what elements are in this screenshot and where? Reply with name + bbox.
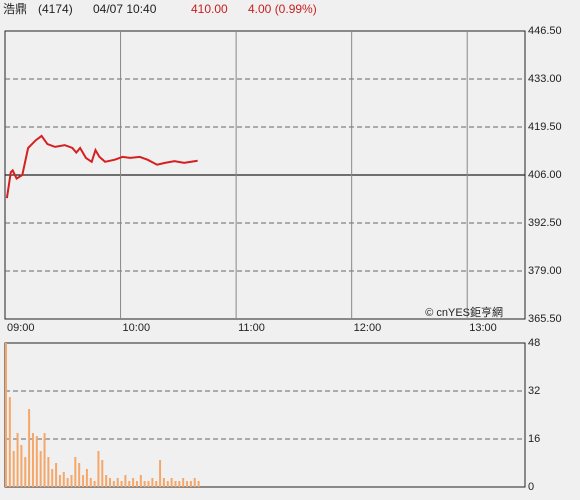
volume-bar <box>28 409 31 487</box>
stock-name: 浩鼎 <box>3 2 27 16</box>
volume-bar <box>78 463 81 487</box>
volume-bar <box>82 475 85 487</box>
volume-bar <box>182 478 185 487</box>
volume-bar <box>47 457 50 487</box>
volume-bar <box>147 481 150 487</box>
volume-bar <box>120 481 123 487</box>
change: 4.00 (0.99%) <box>248 2 317 16</box>
volume-bar <box>112 481 115 487</box>
volume-bar <box>151 478 154 487</box>
volume-bar <box>155 481 158 487</box>
y-tick-label: 0 <box>528 481 534 493</box>
volume-bar <box>174 481 177 487</box>
watermark: © cnYES鉅亨網 <box>425 305 503 319</box>
volume-bar <box>70 475 73 487</box>
volume-bar <box>31 433 34 487</box>
y-tick-label: 365.50 <box>528 313 562 325</box>
volume-bar <box>116 478 119 487</box>
volume-bar <box>139 475 142 487</box>
volume-bar <box>24 457 27 487</box>
volume-bar <box>101 460 104 487</box>
volume-bar <box>5 343 7 487</box>
volume-bar <box>51 469 54 487</box>
volume-bar <box>159 460 162 487</box>
y-tick-label: 32 <box>528 385 540 397</box>
volume-bar <box>132 478 135 487</box>
volume-bar <box>135 481 138 487</box>
volume-bar <box>105 475 108 487</box>
y-tick-label: 48 <box>528 337 540 349</box>
volume-bar <box>186 481 189 487</box>
y-tick-label: 419.50 <box>528 121 562 133</box>
volume-bar <box>170 478 173 487</box>
stock-code: (4174) <box>38 2 73 16</box>
x-tick-label: 10:00 <box>123 322 151 334</box>
y-tick-label: 433.00 <box>528 73 562 85</box>
plot-area <box>4 342 526 488</box>
y-tick-label: 16 <box>528 433 540 445</box>
y-tick-label: 379.00 <box>528 265 562 277</box>
volume-bar <box>66 478 69 487</box>
volume-bar <box>143 481 146 487</box>
volume-bar <box>74 457 77 487</box>
x-tick-label: 13:00 <box>469 322 497 334</box>
price-line <box>5 134 198 199</box>
volume-bar <box>124 475 127 487</box>
volume-bar <box>178 481 181 487</box>
volume-bar <box>166 481 169 487</box>
volume-bar <box>89 478 92 487</box>
x-tick-label: 11:00 <box>238 322 265 334</box>
x-tick-label: 12:00 <box>354 322 382 334</box>
volume-bar <box>85 469 88 487</box>
volume-bar <box>8 397 11 487</box>
volume-bar <box>20 445 23 487</box>
x-tick-label: 09:00 <box>7 322 35 334</box>
volume-bar <box>93 481 96 487</box>
volume-bar <box>58 475 61 487</box>
datetime: 04/07 10:40 <box>93 2 157 16</box>
volume-bar <box>35 436 38 487</box>
volume-bar <box>189 481 192 487</box>
volume-bar <box>162 478 165 487</box>
volume-bar <box>97 451 100 487</box>
price: 410.00 <box>191 2 228 16</box>
volume-bar <box>43 433 46 487</box>
volume-bar <box>62 472 65 487</box>
y-tick-label: 446.50 <box>528 25 562 37</box>
volume-bar <box>193 478 196 487</box>
y-tick-label: 406.00 <box>528 169 562 181</box>
volume-bar <box>197 481 200 487</box>
volume-bar <box>39 451 42 487</box>
y-tick-label: 392.50 <box>528 217 562 229</box>
volume-bar <box>12 451 15 487</box>
volume-bar <box>55 463 58 487</box>
volume-bar <box>109 478 111 487</box>
volume-bar <box>16 433 19 487</box>
volume-bar <box>128 481 131 487</box>
